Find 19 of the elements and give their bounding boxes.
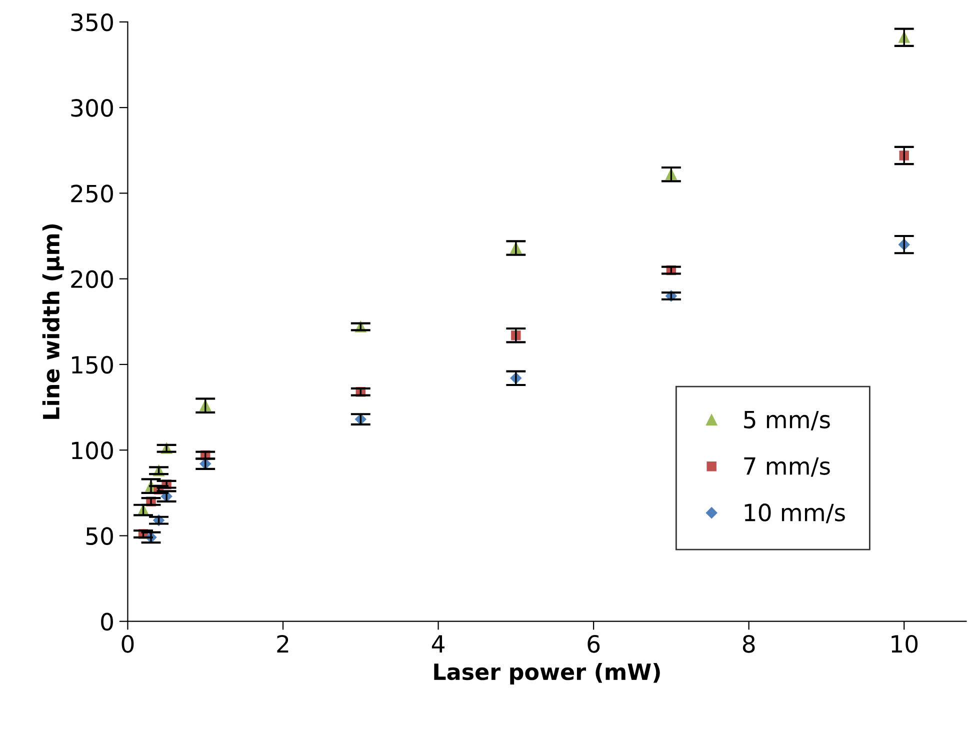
y-axis-title: Line width (µm) — [42, 224, 64, 419]
x-tick-label: 2 — [277, 634, 288, 652]
y-tick-label: 350 — [71, 13, 113, 32]
y-tick-label: 200 — [71, 270, 113, 288]
y-tick-label: 250 — [71, 184, 113, 202]
x-axis-title: Laser power (mW) — [434, 662, 660, 684]
x-tick-label: 4 — [432, 635, 444, 652]
y-tick-label: 0 — [101, 612, 113, 631]
x-tick-label: 0 — [122, 634, 134, 653]
x-tick-label: 8 — [742, 634, 755, 653]
y-tick-label: 50 — [86, 527, 113, 546]
legend-label: 10 mm/s — [744, 504, 845, 524]
x-tick-label: 10 — [892, 634, 918, 653]
x-tick-label: 6 — [588, 634, 600, 653]
legend-label: 5 mm/s — [744, 410, 830, 430]
y-tick-label: 150 — [72, 356, 113, 374]
y-tick-label: 300 — [71, 99, 113, 117]
legend-label: 7 mm/s — [744, 457, 830, 477]
y-tick-label: 100 — [72, 442, 113, 460]
